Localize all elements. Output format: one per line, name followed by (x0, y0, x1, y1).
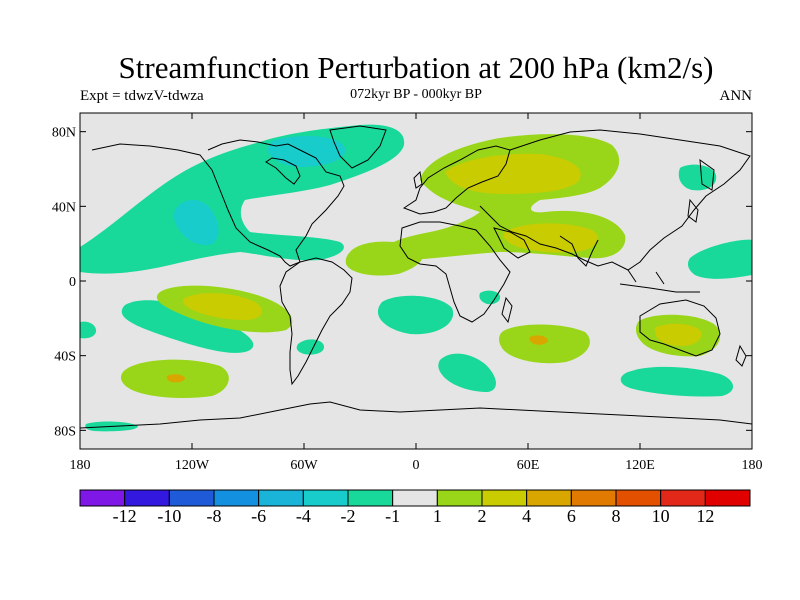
coast-arabia (493, 227, 531, 259)
lon-tick-label: 180 (70, 458, 91, 473)
colorbar-label: 12 (696, 506, 714, 526)
coast-asia (479, 129, 751, 271)
contour-fields (80, 124, 752, 432)
lat-tick-label: 80N (52, 126, 76, 141)
contour-neg-south-atlantic (377, 295, 454, 335)
colorbar-swatch (258, 489, 304, 507)
colorbar-swatch (347, 489, 394, 507)
colorbar-swatch (124, 489, 170, 507)
colorbar-label: -6 (251, 506, 266, 526)
colorbar-swatch (570, 489, 617, 507)
coast-kamchatka (699, 158, 715, 191)
colorbar-swatch (392, 489, 438, 507)
contour-pos-tropical-atlantic (345, 241, 424, 276)
colorbar-swatch (213, 489, 260, 507)
lon-tick-label: 120W (175, 458, 210, 473)
coast-new-zealand (735, 344, 747, 367)
colorbar-label: -4 (296, 506, 311, 526)
coast-greenland (329, 125, 387, 169)
coast-antarctica (80, 401, 752, 429)
contour-pos6-south-pacific (166, 374, 185, 383)
chart-title: Streamfunction Perturbation at 200 hPa (… (118, 50, 714, 85)
colorbar-label: -1 (385, 506, 400, 526)
lat-tick-label: 0 (69, 275, 76, 290)
map-background (80, 113, 752, 449)
season-label: ANN (719, 88, 753, 104)
colorbar-label: 4 (522, 506, 531, 526)
colorbar-label: 2 (478, 506, 487, 526)
coast-hudson-bay (265, 157, 301, 185)
lat-tick-label: 80S (54, 424, 76, 439)
latitude-axis: 80N 40N 0 40S 80S (52, 126, 752, 439)
contour-neg-south-america (296, 339, 325, 355)
colorbar-swatch (704, 489, 751, 507)
colorbar-swatch (481, 489, 528, 507)
colorbar-swatch (79, 489, 126, 507)
colorbar-swatch (615, 489, 662, 507)
lon-tick-label: 0 (413, 458, 420, 473)
colorbar-label: 6 (567, 506, 576, 526)
coast-madagascar (501, 296, 513, 324)
colorbar-label: -10 (157, 506, 181, 526)
lon-tick-label: 60W (290, 458, 318, 473)
contour-pos-south-indian (499, 324, 590, 364)
colorbar-label: -12 (113, 506, 137, 526)
coast-north-america (91, 139, 345, 267)
colorbar-swatch (302, 489, 349, 507)
contour-neg-africa (479, 290, 501, 305)
coast-south-america (279, 257, 353, 386)
colorbar-label: 8 (612, 506, 621, 526)
contour-neg-west-edge (80, 321, 97, 339)
longitude-axis: 180 120W 60W 0 60E 120E 180 (70, 113, 763, 473)
coast-africa (399, 221, 511, 323)
lat-tick-label: 40N (52, 200, 76, 215)
colorbar-label: 1 (433, 506, 442, 526)
period-label: 072kyr BP - 000kyr BP (350, 87, 482, 102)
coast-india (559, 235, 599, 267)
colorbar-label: -8 (207, 506, 222, 526)
contour-neg-4-pacific (174, 199, 219, 246)
coast-japan (687, 198, 699, 223)
contour-pos6-south-indian (529, 335, 548, 345)
colorbar-swatch (436, 489, 483, 507)
lat-tick-label: 40S (54, 350, 76, 365)
coast-uk (413, 170, 423, 189)
contour-pos4-eurasia (445, 153, 581, 194)
coast-indonesia (619, 269, 700, 293)
contour-pos4-australia (654, 323, 702, 346)
contour-neg-tasman (620, 366, 734, 397)
colorbar-label: 10 (652, 506, 670, 526)
contour-neg-kamchatka (678, 164, 717, 191)
lon-tick-label: 180 (742, 458, 763, 473)
coastlines (80, 125, 752, 429)
contour-neg-west-pacific (687, 239, 752, 279)
contour-neg-southern-ocean (438, 353, 496, 392)
colorbar-swatch (526, 489, 572, 507)
lon-tick-label: 60E (517, 458, 540, 473)
experiment-label: Expt = tdwzV-tdwza (80, 88, 204, 104)
colorbar: -12 -10 -8 -6 -4 -2 -1 1 2 4 6 8 10 12 (79, 489, 751, 526)
lon-tick-label: 120E (625, 458, 655, 473)
coast-europe (402, 145, 511, 215)
colorbar-swatch (660, 489, 706, 507)
contour-pos4-southeast-pacific (182, 293, 263, 320)
colorbar-label: -2 (341, 506, 356, 526)
coast-australia (639, 299, 721, 357)
colorbar-swatch (168, 489, 215, 507)
contour-neg-southeast-pacific (121, 300, 254, 353)
